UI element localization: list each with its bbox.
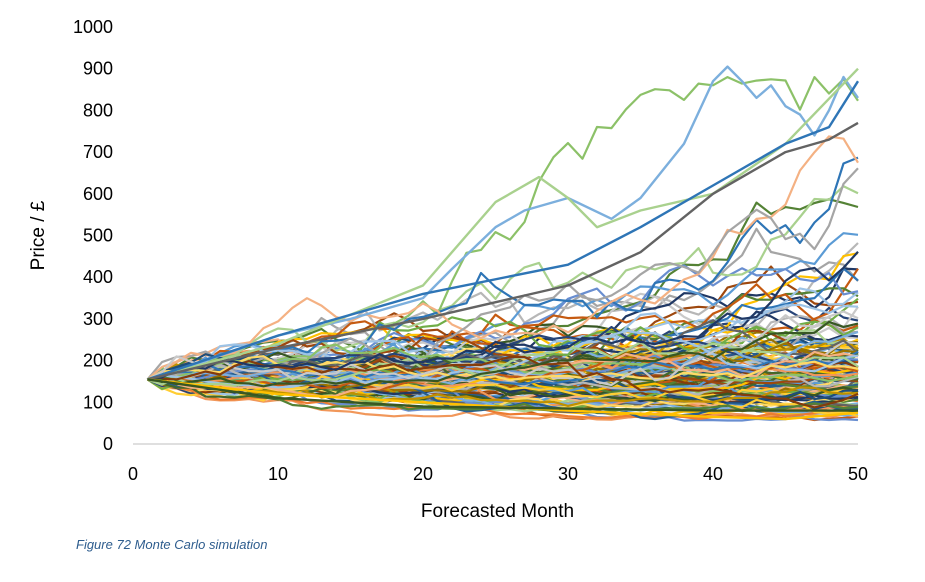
series-line-120 (146, 353, 859, 402)
series-line-highlight-3 (147, 121, 859, 381)
series-line-highlight-1 (147, 67, 859, 381)
x-tick-label: 10 (268, 464, 288, 484)
y-tick-label: 500 (83, 226, 113, 246)
x-tick-label: 50 (848, 464, 868, 484)
series-line-145 (146, 355, 859, 382)
x-tick-label: 40 (703, 464, 723, 484)
x-tick-label: 20 (413, 464, 433, 484)
series-line-149 (147, 320, 859, 388)
y-tick-label: 400 (83, 267, 113, 287)
y-tick-label: 900 (83, 59, 113, 79)
y-tick-label: 300 (83, 309, 113, 329)
series-line-112 (146, 135, 859, 381)
series-line-highlight-4 (147, 378, 859, 421)
y-tick-label: 700 (83, 142, 113, 162)
y-tick-label: 200 (83, 351, 113, 371)
series-layer (146, 65, 860, 422)
y-axis-title: Price / £ (28, 200, 49, 270)
series-line-109 (146, 156, 859, 381)
figure-caption: Figure 72 Monte Carlo simulation (76, 537, 268, 552)
y-tick-label: 0 (103, 434, 113, 454)
y-tick-label: 600 (83, 184, 113, 204)
series-line-65 (146, 297, 859, 381)
series-line-84 (147, 185, 859, 385)
series-line-highlight-5 (147, 378, 858, 412)
series-line-highlight-2 (147, 80, 860, 381)
y-tick-label: 100 (83, 392, 113, 412)
x-axis-title: Forecasted Month (421, 501, 574, 522)
y-tick-label: 1000 (73, 17, 113, 37)
tick-layer: 0 100 200 300 400 500 600 700 800 900 1000 0 10 20 30 4… (73, 17, 868, 484)
series-line-141 (147, 378, 859, 407)
x-tick-label: 0 (128, 464, 138, 484)
series-line-139 (147, 350, 859, 386)
series-line-146 (147, 310, 859, 387)
series-line-highlight-0 (147, 65, 859, 381)
x-tick-label: 30 (558, 464, 578, 484)
y-tick-label: 800 (83, 100, 113, 120)
series-line-148 (147, 251, 859, 381)
series-line-43 (146, 378, 859, 421)
